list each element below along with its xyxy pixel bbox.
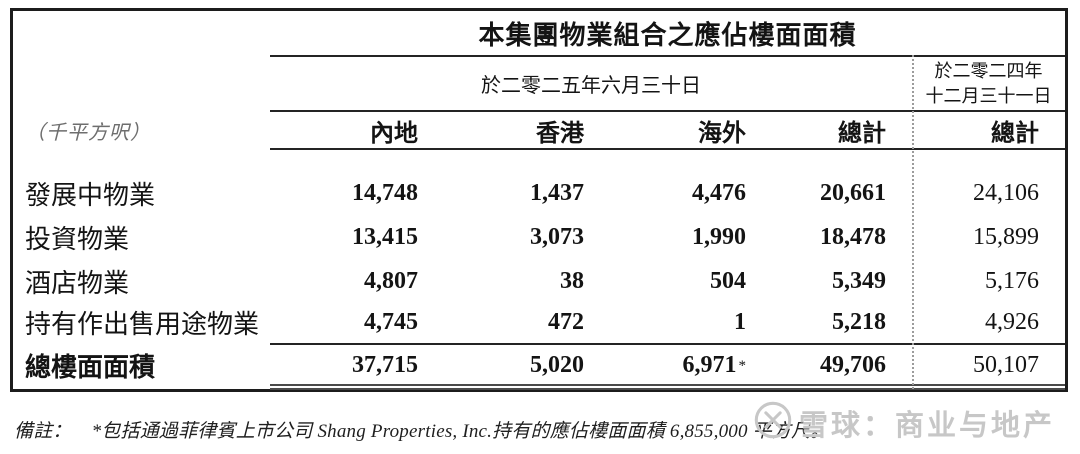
unit-label: （千平方呎） [25, 121, 151, 144]
period-header-band: 於二零二五年六月三十日 於二零二四年 十二月三十一日 [13, 57, 1065, 110]
cell-value: 18,478 [820, 223, 886, 250]
col-header-total: 總計 [838, 120, 886, 147]
cell-value: 38 [560, 267, 584, 294]
rule-under-title [270, 55, 1065, 57]
cell-value: 13,415 [352, 223, 418, 250]
row-label: 持有作出售用途物業 [25, 309, 260, 339]
table-row: 發展中物業 14,748 1,437 4,476 20,661 24,106 [13, 171, 1065, 215]
cell-value: 4,926 [985, 308, 1039, 335]
cell-value: 5,349 [832, 267, 886, 294]
cell-value: 5,176 [985, 267, 1039, 294]
cell-value: 1,990 [692, 223, 746, 250]
col-header-hongkong: 香港 [536, 120, 584, 147]
col-header-overseas: 海外 [698, 120, 746, 147]
cell-value: 1,437 [530, 179, 584, 206]
row-label: 發展中物業 [25, 180, 156, 210]
cell-value: 20,661 [820, 179, 886, 206]
cell-value: 4,745 [364, 308, 418, 335]
cell-value: 5,020 [530, 351, 584, 378]
period-2024-line1: 於二零二四年 [934, 61, 1043, 82]
cell-value: 50,107 [973, 351, 1039, 378]
overseas-total-value: 6,971 [682, 351, 737, 378]
watermark-text: 雪球：商业与地产 [799, 409, 1056, 442]
footnote-text: *包括通過菲律賓上市公司 Shang Properties, Inc.持有的應佔… [91, 421, 830, 442]
column-header-row: （千平方呎） 內地 香港 海外 總計 總計 [13, 112, 1065, 148]
cell-value: 4,476 [692, 179, 746, 206]
total-row: 總樓面面積 37,715 5,020 6,971 * 49,706 50,107 [13, 345, 1065, 385]
period-2024-line2: 十二月三十一日 [925, 85, 1052, 106]
col-header-mainland: 內地 [370, 120, 418, 147]
cell-value: 3,073 [530, 223, 584, 250]
cell-value: 49,706 [820, 351, 886, 378]
floor-area-table: 本集團物業組合之應佔樓面面積 於二零二五年六月三十日 於二零二四年 十二月三十一… [10, 8, 1068, 392]
period-2025-label: 於二零二五年六月三十日 [481, 75, 701, 97]
row-label: 投資物業 [25, 224, 130, 254]
cell-value: 6,971 * [594, 352, 754, 379]
rule-under-headers [270, 148, 1065, 150]
rule-above-total [270, 343, 1065, 345]
table-row: 酒店物業 4,807 38 504 5,349 5,176 [13, 259, 1065, 303]
col-header-prior-total: 總計 [991, 120, 1039, 147]
table-row: 投資物業 13,415 3,073 1,990 18,478 15,899 [13, 215, 1065, 259]
footnote-marker: * [738, 357, 747, 374]
double-rule-bottom [270, 384, 1065, 390]
row-label: 酒店物業 [25, 268, 130, 298]
total-row-label: 總樓面面積 [25, 352, 156, 382]
prior-year-column-separator [912, 55, 914, 389]
cell-value: 14,748 [352, 179, 418, 206]
period-2024-label: 於二零二四年 十二月三十一日 [912, 57, 1065, 110]
footnote: 備註： *包括通過菲律賓上市公司 Shang Properties, Inc.持有… [14, 416, 829, 443]
table-row: 持有作出售用途物業 4,745 472 1 5,218 4,926 [13, 300, 1065, 344]
cell-value: 37,715 [352, 351, 418, 378]
table-title: 本集團物業組合之應佔樓面面積 [478, 20, 857, 50]
cell-value: 5,218 [832, 308, 886, 335]
cell-value: 504 [710, 267, 746, 294]
cell-value: 4,807 [364, 267, 418, 294]
cell-value: 472 [548, 308, 584, 335]
footnote-prefix: 備註： [14, 421, 72, 442]
cell-value: 1 [734, 308, 746, 335]
rule-under-periods [270, 110, 1065, 112]
cell-value: 24,106 [973, 179, 1039, 206]
cell-value: 15,899 [973, 223, 1039, 250]
